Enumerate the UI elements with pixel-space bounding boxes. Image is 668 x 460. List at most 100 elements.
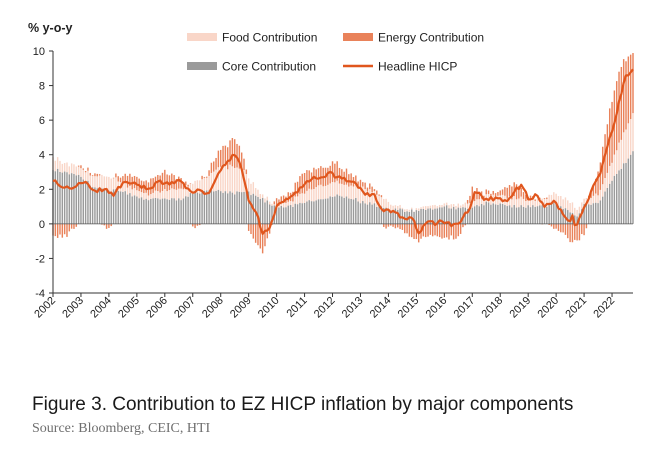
core-bar	[182, 198, 185, 224]
energy-bar	[280, 196, 282, 204]
food-bar	[210, 172, 213, 191]
food-bar	[352, 186, 355, 200]
core-bar	[459, 208, 462, 224]
energy-bar	[189, 183, 192, 184]
food-bar	[455, 205, 457, 210]
food-bar	[68, 166, 71, 175]
core-bar	[280, 205, 282, 224]
food-bar	[206, 177, 208, 191]
food-bar	[543, 198, 546, 206]
food-bar	[417, 208, 420, 211]
energy-bar	[620, 66, 623, 140]
core-bar	[476, 205, 478, 224]
food-bar	[203, 177, 206, 191]
energy-bar	[63, 223, 66, 235]
food-bar	[273, 204, 276, 206]
core-bar	[96, 188, 98, 224]
food-bar	[84, 172, 87, 183]
core-bar	[371, 204, 373, 224]
food-bar	[271, 203, 273, 206]
energy-bar	[576, 223, 578, 241]
food-bar	[196, 180, 199, 193]
energy-bar	[597, 171, 599, 196]
energy-bar	[560, 223, 562, 233]
energy-bar	[427, 223, 429, 237]
food-bar	[618, 142, 620, 171]
food-bar	[75, 166, 78, 176]
energy-bar	[219, 149, 222, 167]
energy-bar	[599, 162, 602, 190]
food-bar	[599, 189, 602, 201]
energy-bar	[103, 223, 105, 226]
energy-bar	[82, 168, 84, 170]
core-bar	[550, 203, 553, 224]
core-bar	[555, 204, 557, 224]
core-bar	[390, 210, 392, 224]
energy-bar	[54, 223, 57, 237]
food-bar	[548, 194, 550, 204]
food-bar	[553, 192, 555, 204]
energy-bar	[341, 169, 343, 184]
energy-bar	[150, 178, 152, 195]
core-bar	[406, 211, 408, 224]
energy-bar	[229, 140, 231, 165]
core-bar	[455, 209, 457, 224]
core-bar	[431, 209, 434, 224]
core-bar	[68, 174, 71, 224]
food-bar	[483, 198, 485, 206]
energy-bar	[252, 223, 255, 239]
core-bar	[499, 203, 501, 224]
x-tick-label: 2020	[535, 295, 561, 321]
core-bar	[611, 180, 613, 224]
energy-bar	[438, 223, 441, 238]
core-bar	[385, 207, 387, 224]
food-bar	[264, 198, 266, 203]
core-bar	[506, 206, 508, 224]
core-bar	[327, 198, 329, 224]
core-bar	[627, 158, 630, 224]
energy-bar	[287, 192, 289, 202]
core-bar	[553, 203, 555, 224]
core-bar	[618, 170, 620, 224]
core-bar	[471, 207, 473, 224]
energy-bar	[390, 223, 392, 226]
food-bar	[520, 196, 522, 206]
core-bar	[180, 200, 182, 224]
food-bar	[411, 207, 413, 210]
energy-bar	[357, 181, 359, 189]
core-bar	[590, 204, 592, 224]
food-bar	[238, 168, 241, 192]
energy-bar	[406, 223, 408, 234]
energy-bar	[201, 175, 203, 180]
food-bar	[178, 188, 180, 199]
food-bar	[441, 204, 443, 208]
energy-bar	[557, 223, 560, 231]
core-bar	[224, 191, 227, 224]
food-bar	[199, 180, 201, 194]
x-tick-label: 2014	[368, 295, 394, 321]
food-bar	[362, 186, 364, 202]
core-bar	[236, 191, 238, 224]
core-bar	[622, 163, 625, 224]
food-bar	[175, 189, 178, 201]
core-bar	[420, 208, 422, 224]
food-bar	[480, 198, 483, 204]
energy-bar	[492, 190, 494, 195]
core-bar	[487, 202, 490, 224]
energy-bar	[501, 189, 504, 195]
energy-bar	[457, 223, 460, 237]
food-bar	[164, 188, 166, 199]
food-bar	[136, 190, 138, 197]
energy-bar	[571, 223, 574, 243]
food-bar	[506, 198, 508, 207]
energy-bar	[226, 147, 229, 170]
core-bar	[296, 204, 299, 224]
food-bar	[322, 186, 324, 200]
energy-bar	[445, 223, 448, 238]
food-bar	[583, 198, 585, 205]
core-bar	[373, 203, 376, 224]
y-tick-label: -4	[35, 288, 45, 300]
core-bar	[289, 205, 292, 224]
food-bar	[73, 164, 75, 174]
food-bar	[355, 185, 357, 199]
